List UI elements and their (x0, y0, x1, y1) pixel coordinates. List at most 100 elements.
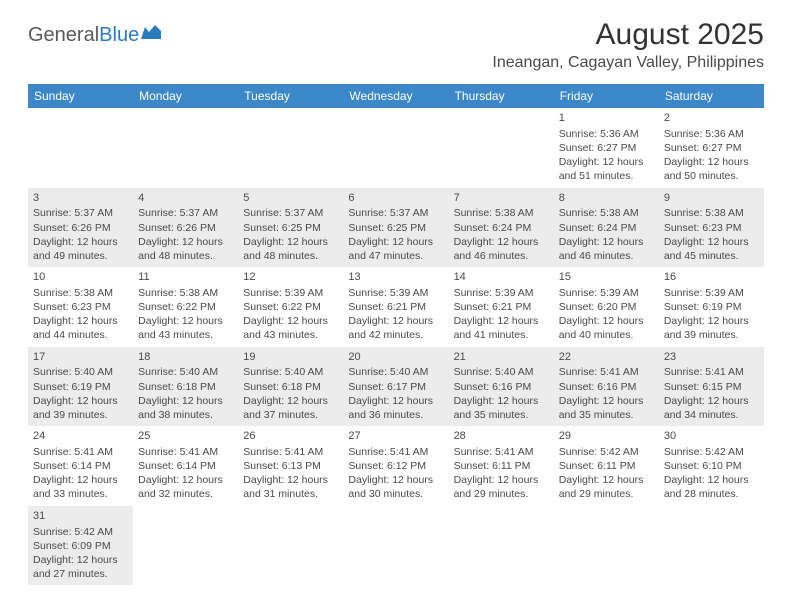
weekday-header: Saturday (659, 84, 764, 108)
sunset-text: Sunset: 6:16 PM (454, 380, 549, 394)
sunset-text: Sunset: 6:23 PM (664, 221, 759, 235)
day-number: 17 (33, 350, 128, 365)
calendar-cell: 9Sunrise: 5:38 AMSunset: 6:23 PMDaylight… (659, 188, 764, 268)
day-number: 13 (348, 270, 443, 285)
month-title: August 2025 (492, 18, 764, 52)
daylight-text: Daylight: 12 hours and 32 minutes. (138, 473, 233, 501)
sunset-text: Sunset: 6:11 PM (454, 459, 549, 473)
sunset-text: Sunset: 6:13 PM (243, 459, 338, 473)
sunrise-text: Sunrise: 5:41 AM (454, 445, 549, 459)
weekday-header: Thursday (449, 84, 554, 108)
daylight-text: Daylight: 12 hours and 33 minutes. (33, 473, 128, 501)
day-number: 9 (664, 191, 759, 206)
daylight-text: Daylight: 12 hours and 29 minutes. (559, 473, 654, 501)
daylight-text: Daylight: 12 hours and 44 minutes. (33, 314, 128, 342)
calendar-cell: 24Sunrise: 5:41 AMSunset: 6:14 PMDayligh… (28, 426, 133, 506)
sunrise-text: Sunrise: 5:41 AM (348, 445, 443, 459)
sunset-text: Sunset: 6:24 PM (454, 221, 549, 235)
daylight-text: Daylight: 12 hours and 27 minutes. (33, 553, 128, 581)
day-number: 4 (138, 191, 233, 206)
daylight-text: Daylight: 12 hours and 39 minutes. (664, 314, 759, 342)
daylight-text: Daylight: 12 hours and 35 minutes. (559, 394, 654, 422)
calendar-cell: 16Sunrise: 5:39 AMSunset: 6:19 PMDayligh… (659, 267, 764, 347)
calendar-cell: 14Sunrise: 5:39 AMSunset: 6:21 PMDayligh… (449, 267, 554, 347)
calendar-grid: 1Sunrise: 5:36 AMSunset: 6:27 PMDaylight… (28, 108, 764, 585)
calendar-cell: 18Sunrise: 5:40 AMSunset: 6:18 PMDayligh… (133, 347, 238, 427)
daylight-text: Daylight: 12 hours and 48 minutes. (243, 235, 338, 263)
calendar-cell-empty (659, 506, 764, 586)
calendar-cell-empty (343, 506, 448, 586)
day-number: 28 (454, 429, 549, 444)
weekday-header: Tuesday (238, 84, 343, 108)
sunrise-text: Sunrise: 5:42 AM (559, 445, 654, 459)
sunrise-text: Sunrise: 5:36 AM (559, 127, 654, 141)
sunrise-text: Sunrise: 5:40 AM (33, 365, 128, 379)
sunrise-text: Sunrise: 5:40 AM (348, 365, 443, 379)
day-number: 22 (559, 350, 654, 365)
sunrise-text: Sunrise: 5:37 AM (348, 206, 443, 220)
daylight-text: Daylight: 12 hours and 46 minutes. (559, 235, 654, 263)
logo: GeneralBlue (28, 24, 163, 47)
sunrise-text: Sunrise: 5:41 AM (664, 365, 759, 379)
day-number: 15 (559, 270, 654, 285)
sunset-text: Sunset: 6:19 PM (33, 380, 128, 394)
sunrise-text: Sunrise: 5:39 AM (454, 286, 549, 300)
sunset-text: Sunset: 6:22 PM (243, 300, 338, 314)
calendar-cell: 12Sunrise: 5:39 AMSunset: 6:22 PMDayligh… (238, 267, 343, 347)
calendar-cell: 1Sunrise: 5:36 AMSunset: 6:27 PMDaylight… (554, 108, 659, 188)
weekday-header: Monday (133, 84, 238, 108)
title-block: August 2025 Ineangan, Cagayan Valley, Ph… (492, 18, 764, 72)
sunset-text: Sunset: 6:25 PM (243, 221, 338, 235)
day-number: 10 (33, 270, 128, 285)
day-number: 7 (454, 191, 549, 206)
logo-text-blue: Blue (99, 24, 139, 47)
calendar-cell-empty (238, 108, 343, 188)
weekday-header: Friday (554, 84, 659, 108)
daylight-text: Daylight: 12 hours and 41 minutes. (454, 314, 549, 342)
calendar-cell-empty (343, 108, 448, 188)
daylight-text: Daylight: 12 hours and 38 minutes. (138, 394, 233, 422)
logo-flag-icon (141, 25, 163, 41)
sunset-text: Sunset: 6:12 PM (348, 459, 443, 473)
daylight-text: Daylight: 12 hours and 46 minutes. (454, 235, 549, 263)
sunset-text: Sunset: 6:26 PM (138, 221, 233, 235)
calendar-cell-empty (133, 506, 238, 586)
sunset-text: Sunset: 6:18 PM (138, 380, 233, 394)
sunrise-text: Sunrise: 5:39 AM (664, 286, 759, 300)
calendar-cell-empty (449, 108, 554, 188)
day-number: 23 (664, 350, 759, 365)
calendar-cell: 5Sunrise: 5:37 AMSunset: 6:25 PMDaylight… (238, 188, 343, 268)
daylight-text: Daylight: 12 hours and 29 minutes. (454, 473, 549, 501)
calendar-cell: 26Sunrise: 5:41 AMSunset: 6:13 PMDayligh… (238, 426, 343, 506)
sunrise-text: Sunrise: 5:41 AM (33, 445, 128, 459)
sunrise-text: Sunrise: 5:38 AM (33, 286, 128, 300)
calendar-cell: 8Sunrise: 5:38 AMSunset: 6:24 PMDaylight… (554, 188, 659, 268)
day-number: 20 (348, 350, 443, 365)
calendar-cell: 4Sunrise: 5:37 AMSunset: 6:26 PMDaylight… (133, 188, 238, 268)
day-number: 31 (33, 509, 128, 524)
calendar-cell-empty (28, 108, 133, 188)
daylight-text: Daylight: 12 hours and 30 minutes. (348, 473, 443, 501)
day-number: 16 (664, 270, 759, 285)
day-number: 18 (138, 350, 233, 365)
calendar-cell: 31Sunrise: 5:42 AMSunset: 6:09 PMDayligh… (28, 506, 133, 586)
calendar-cell-empty (238, 506, 343, 586)
sunset-text: Sunset: 6:23 PM (33, 300, 128, 314)
sunrise-text: Sunrise: 5:37 AM (138, 206, 233, 220)
sunrise-text: Sunrise: 5:40 AM (138, 365, 233, 379)
day-number: 26 (243, 429, 338, 444)
day-number: 8 (559, 191, 654, 206)
sunset-text: Sunset: 6:10 PM (664, 459, 759, 473)
sunrise-text: Sunrise: 5:41 AM (559, 365, 654, 379)
day-number: 5 (243, 191, 338, 206)
daylight-text: Daylight: 12 hours and 49 minutes. (33, 235, 128, 263)
calendar-cell-empty (449, 506, 554, 586)
sunset-text: Sunset: 6:24 PM (559, 221, 654, 235)
day-number: 24 (33, 429, 128, 444)
sunrise-text: Sunrise: 5:41 AM (138, 445, 233, 459)
sunset-text: Sunset: 6:21 PM (348, 300, 443, 314)
day-number: 19 (243, 350, 338, 365)
calendar-cell: 6Sunrise: 5:37 AMSunset: 6:25 PMDaylight… (343, 188, 448, 268)
sunset-text: Sunset: 6:26 PM (33, 221, 128, 235)
sunset-text: Sunset: 6:19 PM (664, 300, 759, 314)
